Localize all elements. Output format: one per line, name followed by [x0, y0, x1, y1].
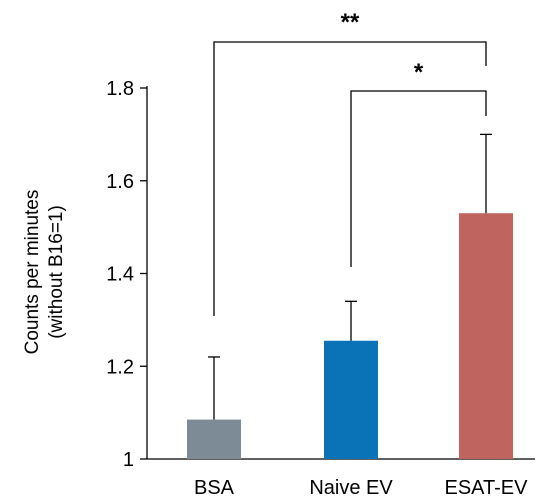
bar	[187, 419, 241, 459]
significance-label: **	[341, 9, 360, 36]
y-tick-label: 1.2	[106, 356, 134, 378]
y-axis-label: Counts per minutes (without B16=1)	[22, 190, 67, 355]
bar	[459, 213, 513, 459]
y-tick-label: 1.4	[106, 264, 134, 286]
x-category-label: BSA	[194, 477, 235, 499]
significance-brackets: ***	[213, 9, 487, 316]
significance-bracket	[213, 41, 487, 316]
x-category-label: ESAT-EV	[445, 477, 529, 499]
tick-labels: 1 1.2 1.4 1.6 1.8 BSA Naive EV ESAT-EV	[106, 78, 528, 499]
x-category-label: Naive EV	[309, 477, 393, 499]
error-bars	[208, 133, 492, 420]
y-axis-label-line-1: Counts per minutes	[22, 190, 43, 355]
y-axis-label-line-2: (without B16=1)	[46, 205, 67, 339]
y-tick-label: 1.6	[106, 171, 134, 193]
bars	[187, 213, 513, 459]
bar	[324, 340, 378, 459]
significance-bracket	[350, 90, 487, 267]
y-tick-label: 1.8	[106, 78, 134, 100]
significance-label: *	[414, 59, 424, 86]
y-tick-label: 1	[123, 449, 134, 471]
